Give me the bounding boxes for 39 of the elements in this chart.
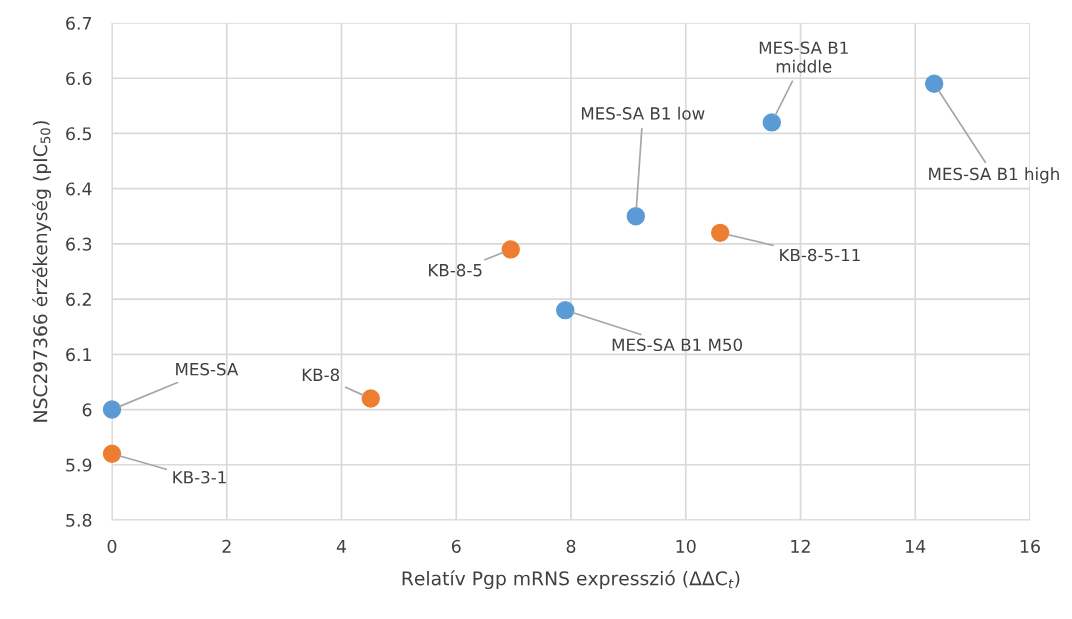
x-tick-label: 4 [336, 539, 347, 553]
x-tick-label: 6 [451, 539, 461, 553]
y-tick-label: 6.5 [66, 127, 92, 141]
x-tick-label: 12 [791, 539, 810, 553]
y-axis-title: NSC297366 érzékenység (pIC$_{50}$) [32, 121, 52, 422]
point [626, 207, 646, 226]
annotation: MES-SA B1 M50 [612, 338, 743, 352]
point [924, 74, 944, 93]
x-tick-label: 0 [107, 539, 117, 553]
x-tick-label: 16 [1020, 539, 1040, 553]
x-tick-label: 14 [906, 539, 926, 553]
point [102, 444, 122, 463]
y-tick-label: 5.8 [66, 513, 92, 527]
y-tick-label: 5.9 [66, 458, 92, 472]
y-tick-label: 6 [82, 403, 92, 417]
x-axis-title: Relatív Pgp mRNS expresszió (ΔΔC$_{t}$) [402, 570, 740, 590]
y-tick-label: 6.4 [66, 182, 92, 196]
x-tick-label: 2 [222, 539, 231, 553]
point [501, 240, 520, 259]
x-tick-label: 10 [676, 539, 696, 553]
y-tick-label: 6.2 [66, 292, 91, 306]
point [556, 300, 575, 320]
y-tick-label: 6.3 [66, 237, 92, 251]
annotation: KB-8-5-11 [780, 248, 860, 262]
y-tick-label: 6.6 [66, 71, 92, 86]
point [710, 223, 730, 243]
annotation: KB-8 [302, 368, 340, 382]
y-tick-label: 6.7 [66, 16, 92, 30]
y-tick-label: 6.1 [66, 348, 91, 362]
annotation: MES-SA B1 low [581, 106, 705, 120]
point [762, 113, 782, 132]
annotation: MES-SA B1 high [929, 167, 1059, 184]
annotation: MES-SA [176, 362, 239, 376]
annotation: MES-SA B1 middle [759, 41, 848, 73]
annotation: KB-3-1 [173, 470, 226, 484]
x-tick-label: 8 [566, 539, 576, 553]
annotation: KB-8-5 [429, 263, 482, 277]
point [102, 400, 122, 419]
point [361, 389, 380, 408]
